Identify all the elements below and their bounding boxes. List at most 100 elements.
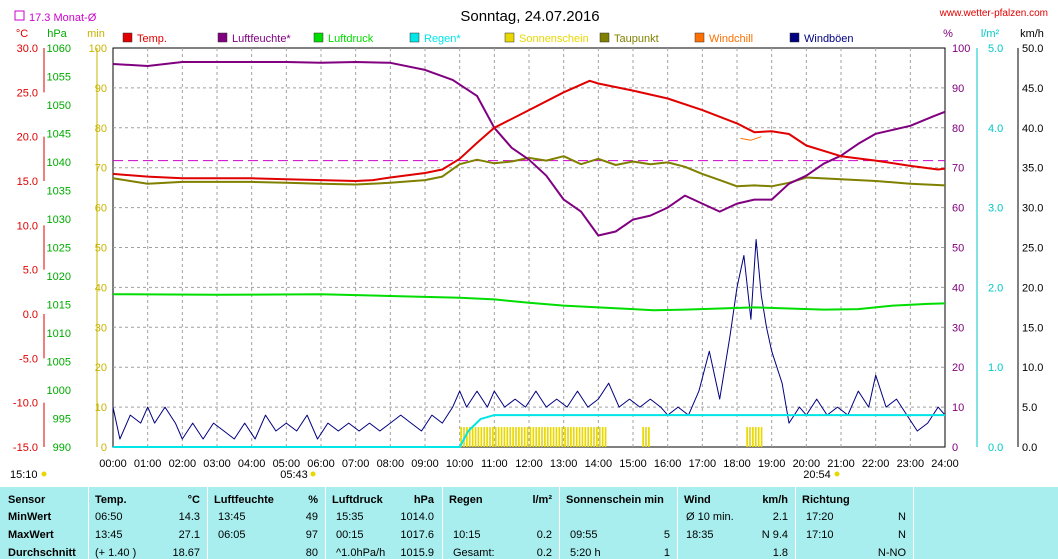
sun-icon: [41, 471, 47, 477]
sunshine-bar: [497, 427, 500, 447]
humidity-tick-label: 10: [952, 402, 964, 414]
sunshine-bar: [466, 427, 468, 447]
stats-cell-sun-time: 09:55: [570, 529, 598, 541]
stats-cell-wind-val: 1.8: [772, 547, 788, 559]
legend-swatch: [217, 32, 228, 43]
stats-cell-hum-val: 97: [305, 529, 318, 541]
x-tick-label: 08:00: [377, 458, 405, 470]
humidity-tick-label: 90: [952, 83, 964, 95]
wind-tick-label: 40.0: [1022, 123, 1043, 135]
legend-label: Windchill: [709, 33, 753, 45]
stats-cell-label: MinWert: [8, 511, 52, 523]
sunshine-bar: [593, 427, 595, 447]
sunshine-bar: [648, 427, 650, 447]
site-link[interactable]: www.wetter-pfalzen.com: [939, 8, 1048, 19]
header-pressure-unit: hPa: [413, 494, 434, 506]
stats-cell-hum-val: 80: [305, 547, 318, 559]
pressure-tick-label: 1040: [47, 157, 71, 169]
humidity-tick-label: 40: [952, 282, 964, 294]
sunshine-bar: [590, 427, 592, 447]
sunshine-bar: [581, 427, 584, 447]
stats-cell-rain-time: 10:15: [453, 529, 481, 541]
rain-tick-label: 1.0: [988, 362, 1003, 374]
sunshine-bar: [503, 427, 506, 447]
stats-cell-dir-val: N: [898, 529, 906, 541]
sunshine-bar: [532, 427, 535, 447]
series-line-windchill: [740, 136, 762, 141]
humidity-tick-label: 30: [952, 322, 964, 334]
pressure-unit-label: hPa: [47, 28, 67, 40]
header-sunshine: Sonnenschein min: [566, 494, 664, 506]
sunshine-bar: [546, 427, 549, 447]
sunshine-bar: [564, 427, 566, 447]
sunshine-bar: [749, 427, 751, 447]
sunshine-bar: [746, 427, 748, 447]
rain-tick-label: 5.0: [988, 43, 1003, 55]
sunshine-bar: [541, 427, 543, 447]
sunshine-bar: [598, 427, 601, 447]
sunshine-bar: [645, 427, 647, 447]
pressure-tick-label: 990: [53, 442, 71, 454]
humidity-unit-label: %: [943, 28, 953, 40]
sunshine-bar: [477, 427, 480, 447]
x-tick-label: 19:00: [758, 458, 786, 470]
stats-cell-sun-time: 5:20 h: [570, 547, 601, 559]
x-tick-label: 02:00: [169, 458, 197, 470]
stats-cell-temp-time: (+ 1.40 ): [95, 547, 137, 559]
wind-tick-label: 25.0: [1022, 243, 1043, 255]
wind-tick-label: 35.0: [1022, 163, 1043, 175]
x-tick-label: 18:00: [723, 458, 751, 470]
sunshine-bar: [486, 427, 488, 447]
temp-tick-label: 5.0: [23, 265, 38, 277]
legend-label: Sonnenschein: [519, 33, 589, 45]
stats-cell-press-val: 1014.0: [400, 511, 434, 523]
legend-label: Luftfeuchte*: [232, 33, 291, 45]
rain-unit-label: l/m²: [981, 28, 1000, 40]
x-tick-label: 05:00: [273, 458, 301, 470]
stats-cell-temp-val: 14.3: [178, 511, 200, 523]
sunshine-bar: [468, 427, 471, 447]
header-direction: Richtung: [802, 494, 850, 506]
sunshine-bar: [526, 427, 529, 447]
x-tick-label: 15:00: [619, 458, 647, 470]
stats-cell-press-time: 00:15: [336, 529, 364, 541]
x-tick-label: 07:00: [342, 458, 370, 470]
pressure-tick-label: 1015: [47, 300, 71, 312]
sunshine-bar: [558, 427, 561, 447]
legend-swatch: [599, 32, 610, 43]
legend-label: Temp.: [137, 33, 167, 45]
minutes-tick-label: 0: [101, 442, 107, 454]
temp-tick-label: 25.0: [17, 87, 38, 99]
x-tick-label: 14:00: [585, 458, 613, 470]
stats-cell-temp-val: 18.67: [172, 547, 200, 559]
start-time: 15:10: [10, 469, 38, 481]
x-tick-label: 11:00: [481, 458, 508, 470]
wind-tick-label: 10.0: [1022, 362, 1043, 374]
sunshine-bar: [555, 427, 558, 447]
wind-tick-label: 50.0: [1022, 43, 1043, 55]
wind-tick-label: 20.0: [1022, 282, 1043, 294]
stats-cell-press-time: 15:35: [336, 511, 364, 523]
temp-tick-label: -10.0: [13, 398, 38, 410]
x-tick-label: 10:00: [446, 458, 474, 470]
sunshine-bar: [494, 427, 497, 447]
header-humidity-unit: %: [308, 494, 318, 506]
sunshine-bar: [754, 427, 757, 447]
minutes-tick-label: 20: [95, 362, 107, 374]
wind-tick-label: 30.0: [1022, 203, 1043, 215]
sunshine-bar: [561, 427, 564, 447]
stats-cell-wind-time: 18:35: [686, 529, 714, 541]
sunshine-bar: [520, 427, 523, 447]
sunrise-icon: [310, 471, 316, 477]
rain-tick-label: 2.0: [988, 282, 1003, 294]
stats-cell-press-val: 1017.6: [400, 529, 434, 541]
series-line-windböen: [112, 239, 946, 440]
stats-cell-temp-time: 06:50: [95, 511, 123, 523]
stats-cell-rain-time: Gesamt:: [453, 547, 495, 559]
sunshine-bar: [523, 427, 526, 447]
series-line-luftfeuchte: [112, 61, 946, 237]
temp-unit-label: °C: [16, 28, 28, 40]
pressure-tick-label: 1005: [47, 357, 71, 369]
month-avg-marker-icon: [14, 10, 25, 21]
stats-cell-sun-val: 1: [663, 547, 670, 559]
